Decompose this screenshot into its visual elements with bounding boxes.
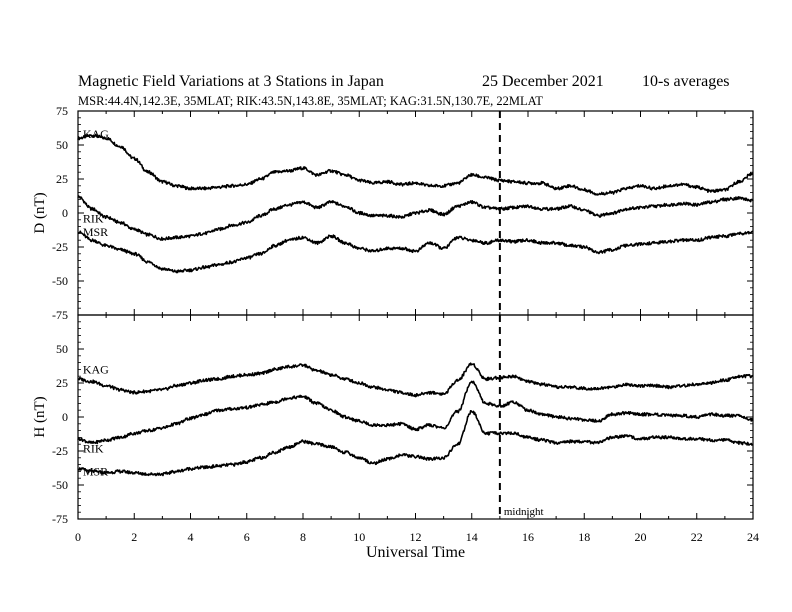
top-series-kag [77, 133, 754, 196]
bottom-ytick-label: 0 [62, 410, 68, 424]
top-series-label-rik: RIK [83, 211, 104, 225]
xtick-label: 0 [75, 530, 81, 544]
bottom-series-label-msr: MSR [83, 464, 108, 478]
top-ylabel: D (nT) [32, 192, 48, 233]
bottom-series-label-rik: RIK [83, 441, 104, 455]
bottom-ytick-label: 25 [56, 376, 68, 390]
chart-title: Magnetic Field Variations at 3 Stations … [78, 73, 384, 90]
bottom-ytick-label: 50 [56, 342, 68, 356]
xtick-label: 10 [353, 530, 365, 544]
xtick-label: 6 [244, 530, 250, 544]
top-ytick-label: 0 [62, 206, 68, 220]
top-series-label-kag: KAG [83, 127, 109, 141]
xtick-label: 22 [691, 530, 703, 544]
averaging-note: 10-s averages [642, 73, 730, 90]
xtick-label: 4 [188, 530, 194, 544]
bottom-series-kag [77, 362, 754, 398]
xtick-label: 24 [747, 530, 759, 544]
top-ytick-label: -25 [52, 240, 68, 254]
xtick-label: 12 [410, 530, 422, 544]
bottom-series-label-kag: KAG [83, 362, 109, 376]
midnight-label: midnight [504, 506, 544, 518]
bottom-panel-frame [77, 314, 754, 520]
xtick-label: 16 [522, 530, 534, 544]
xtick-label: 18 [578, 530, 590, 544]
bottom-ytick-label: -75 [52, 512, 68, 526]
bottom-ytick-label: -25 [52, 444, 68, 458]
xtick-label: 14 [466, 530, 478, 544]
bottom-ylabel: H (nT) [32, 396, 48, 437]
xlabel: Universal Time [366, 544, 465, 561]
top-ytick-label: 75 [56, 104, 68, 118]
xtick-label: 8 [300, 530, 306, 544]
top-ytick-label: -50 [52, 274, 68, 288]
top-series-rik [77, 195, 754, 241]
chart-date: 25 December 2021 [482, 73, 604, 90]
bottom-series-msr [77, 410, 754, 477]
xtick-label: 20 [635, 530, 647, 544]
bottom-ytick-label: -50 [52, 478, 68, 492]
top-ytick-label: 25 [56, 172, 68, 186]
bottom-series-rik [77, 380, 754, 445]
top-ytick-label: 50 [56, 138, 68, 152]
top-ytick-label: -75 [52, 308, 68, 322]
top-series-msr [77, 230, 754, 274]
xtick-label: 2 [131, 530, 137, 544]
station-coordinates: MSR:44.4N,142.3E, 35MLAT; RIK:43.5N,143.… [78, 94, 543, 108]
top-series-label-msr: MSR [83, 225, 108, 239]
